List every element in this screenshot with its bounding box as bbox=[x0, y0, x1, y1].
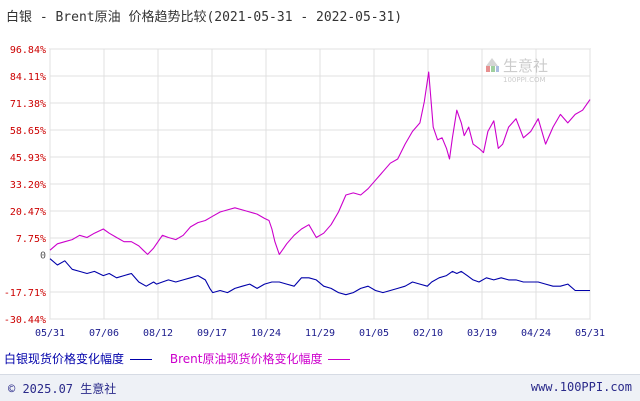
y-axis: 96.84% 84.11% 71.38% 58.65% 45.93% 33.20% 20.4… bbox=[4, 45, 46, 326]
x-tick-label: 09/17 bbox=[197, 328, 227, 339]
x-tick-label: 05/31 bbox=[575, 328, 605, 339]
legend-label-silver: 白银现货价格变化幅度 bbox=[4, 352, 125, 366]
legend-entry-silver: 白银现货价格变化幅度 bbox=[4, 350, 153, 367]
y-tick-label: 0 bbox=[40, 250, 46, 261]
y-tick-label: 7.75% bbox=[16, 234, 46, 245]
y-tick-label: 33.20% bbox=[10, 180, 46, 191]
brent-series-line bbox=[49, 71, 591, 255]
y-tick-label: 45.93% bbox=[10, 153, 46, 164]
x-axis: 05/31 07/06 08/12 09/17 10/24 11/29 01/05 02/10… bbox=[35, 328, 605, 339]
legend: 白银现货价格变化幅度 Brent原油现货价格变化幅度 bbox=[4, 350, 364, 367]
x-tick-label: 05/31 bbox=[35, 328, 65, 339]
y-tick-label: 71.38% bbox=[10, 99, 46, 110]
x-tick-label: 04/24 bbox=[521, 328, 551, 339]
x-tick-label: 03/19 bbox=[467, 328, 497, 339]
footer-site-link[interactable]: www.100PPI.com bbox=[530, 380, 632, 394]
x-tick-label: 02/10 bbox=[413, 328, 443, 339]
chart-title: 白银 - Brent原油 价格趋势比较(2021-05-31 - 2022-05… bbox=[6, 10, 403, 25]
y-tick-label: 96.84% bbox=[10, 45, 46, 56]
watermark-logo bbox=[486, 58, 499, 72]
y-tick-label: -30.44% bbox=[4, 315, 46, 326]
legend-label-brent: Brent原油现货价格变化幅度 bbox=[169, 352, 323, 366]
x-tick-label: 01/05 bbox=[359, 328, 389, 339]
footer: © 2025.07 生意社 www.100PPI.com bbox=[0, 374, 640, 401]
footer-copyright: © 2025.07 生意社 bbox=[8, 382, 117, 396]
legend-entry-brent: Brent原油现货价格变化幅度 bbox=[170, 350, 351, 367]
watermark: 生意社 100PPI.COM bbox=[486, 57, 548, 84]
y-tick-label: 58.65% bbox=[10, 126, 46, 137]
x-tick-label: 07/06 bbox=[89, 328, 119, 339]
legend-line-silver bbox=[130, 359, 153, 360]
watermark-site: 100PPI.COM bbox=[503, 76, 546, 84]
y-tick-label: 20.47% bbox=[10, 207, 46, 218]
silver-series-line bbox=[49, 258, 590, 296]
grid bbox=[49, 48, 591, 320]
series-group bbox=[49, 71, 591, 296]
x-tick-label: 08/12 bbox=[143, 328, 173, 339]
y-tick-label: -17.71% bbox=[4, 288, 46, 299]
legend-line-brent bbox=[328, 359, 351, 360]
watermark-brand: 生意社 bbox=[503, 57, 548, 75]
x-tick-label: 10/24 bbox=[251, 328, 281, 339]
chart: 生意社 100PPI.COM 96.84% 84.11% 71.38% 58.65% 4… bbox=[4, 45, 605, 339]
x-tick-label: 11/29 bbox=[305, 328, 335, 339]
y-tick-label: 84.11% bbox=[10, 72, 46, 83]
